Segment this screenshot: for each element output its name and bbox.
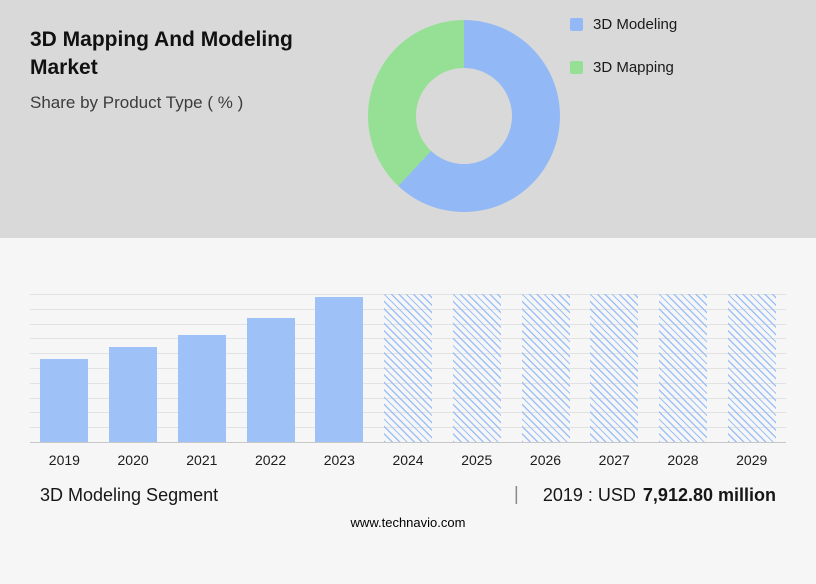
bar-chart: 2019 2020 2021 2022 2023 2024 2025 2026 2027 2028… — [30, 294, 786, 468]
legend-item-3d-mapping: 3D Mapping — [570, 59, 677, 76]
bar-2023 — [315, 296, 364, 442]
donut-chart — [368, 20, 560, 212]
legend-label: 3D Modeling — [593, 16, 678, 33]
header-panel: 3D Mapping And Modeling Market Share by … — [0, 0, 816, 238]
x-axis-label: 2024 — [392, 452, 424, 468]
bar-slot: 2020 — [99, 294, 168, 468]
bar-2022 — [246, 317, 295, 442]
x-axis-label: 2025 — [461, 452, 493, 468]
bar-2020 — [109, 347, 158, 442]
bar-slot: 2021 — [167, 294, 236, 468]
caption-row: 3D Modeling Segment | 2019 : USD 7,912.8… — [40, 484, 776, 506]
page-title: 3D Mapping And Modeling Market — [30, 28, 293, 80]
bar-2024-forecast — [384, 294, 433, 442]
bar-slot: 2029 — [717, 294, 786, 468]
bar-slot: 2019 — [30, 294, 99, 468]
x-axis-label: 2029 — [736, 452, 768, 468]
title-block: 3D Mapping And Modeling Market Share by … — [30, 26, 350, 113]
website-text: www.technavio.com — [350, 515, 466, 530]
x-axis-label: 2022 — [254, 452, 287, 468]
page-subtitle: Share by Product Type ( % ) — [30, 92, 244, 112]
x-axis-label: 2021 — [186, 452, 218, 468]
bar-2026-forecast — [521, 294, 570, 442]
bar-slot: 2023 — [305, 294, 374, 468]
x-axis-label: 2027 — [598, 452, 630, 468]
legend-color-swatch — [570, 61, 583, 74]
caption-separator: | — [513, 484, 519, 505]
bar-slot: 2025 — [442, 294, 511, 468]
legend-label: 3D Mapping — [593, 59, 674, 76]
x-axis-label: 2019 — [48, 452, 80, 468]
x-axis-label: 2028 — [667, 452, 699, 468]
bar-2025-forecast — [452, 294, 501, 442]
x-axis-label: 2020 — [117, 452, 149, 468]
value-prefix: 2019 : USD — [542, 484, 636, 505]
bar-2019 — [40, 359, 89, 442]
x-axis-label: 2023 — [323, 452, 355, 468]
bar-2021 — [177, 335, 226, 442]
segment-label: 3D Modeling Segment — [40, 484, 219, 505]
chart-legend: 3D Modeling 3D Mapping — [570, 16, 677, 102]
bars: 2019 2020 2021 2022 2023 2024 2025 2026 2027 2028… — [30, 294, 786, 468]
bar-slot: 2027 — [580, 294, 649, 468]
bar-2027-forecast — [590, 294, 639, 442]
bar-slot: 2028 — [649, 294, 718, 468]
legend-item-3d-modeling: 3D Modeling — [570, 16, 677, 33]
donut-hole — [416, 68, 512, 164]
bar-2029-forecast — [727, 294, 776, 442]
legend-color-swatch — [570, 18, 583, 31]
bar-slot: 2024 — [374, 294, 443, 468]
bar-2028-forecast — [658, 294, 707, 442]
x-axis-line — [30, 442, 786, 443]
bar-slot: 2022 — [236, 294, 305, 468]
value-bold: 7,912.80 million — [642, 484, 776, 505]
bar-chart-panel: 2019 2020 2021 2022 2023 2024 2025 2026 2027 2028… — [0, 294, 816, 584]
bar-slot: 2026 — [511, 294, 580, 468]
x-axis-label: 2026 — [529, 452, 562, 468]
